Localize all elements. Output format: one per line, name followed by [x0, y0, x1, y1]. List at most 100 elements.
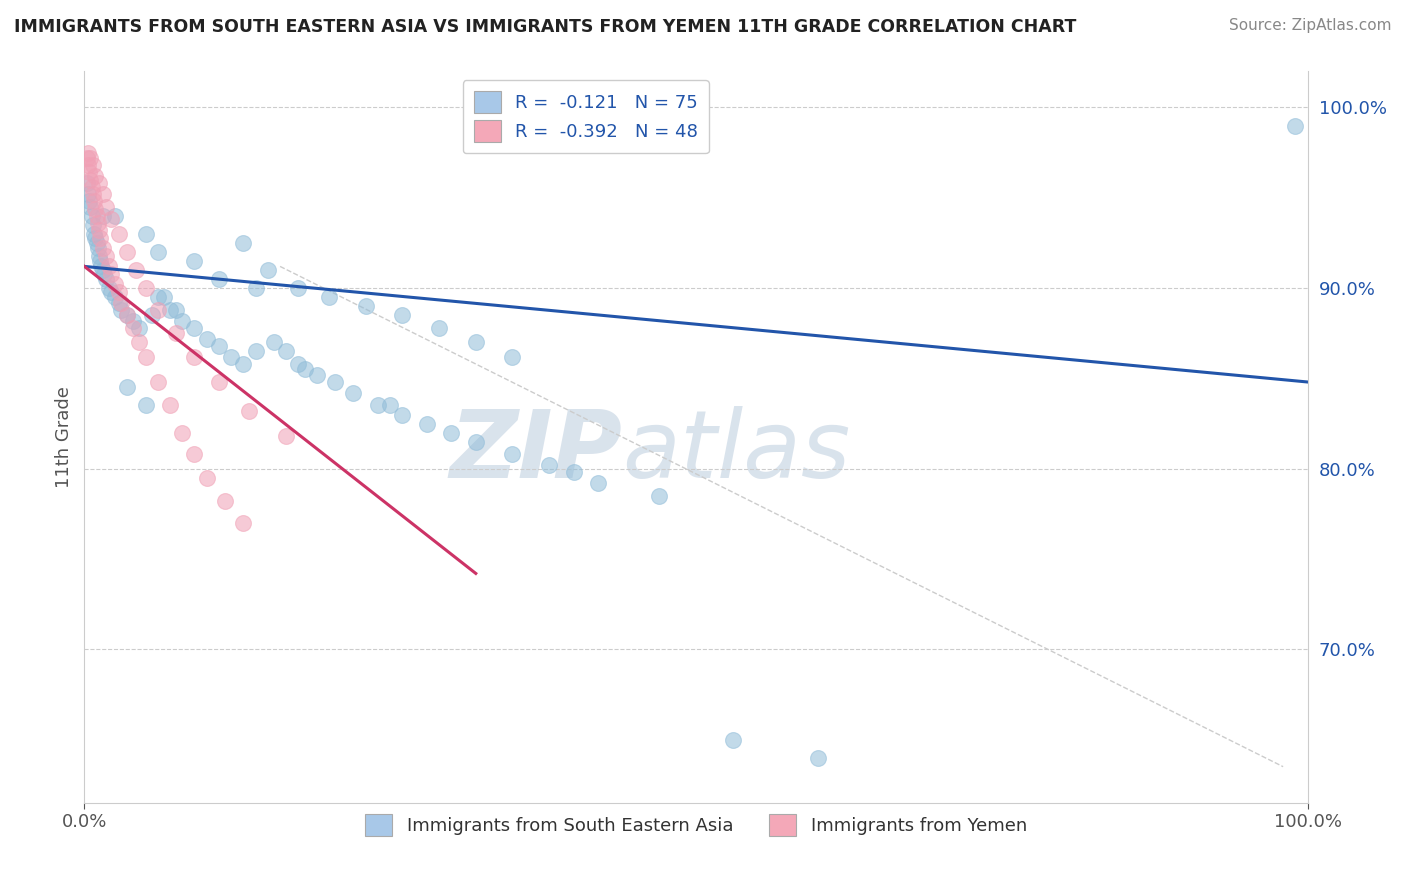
Point [77, 165, 100, 179]
Legend: Immigrants from South Eastern Asia, Immigrants from Yemen: Immigrants from South Eastern Asia, Immi… [356, 805, 1036, 845]
Point [208, 339, 231, 353]
Point [135, 281, 157, 295]
Point [107, 227, 129, 241]
Point [76, 151, 98, 165]
Point [87, 216, 110, 230]
Point [183, 350, 205, 364]
Point [110, 302, 132, 317]
Point [84, 202, 107, 216]
Text: IMMIGRANTS FROM SOUTH EASTERN ASIA VS IMMIGRANTS FROM YEMEN 11TH GRADE CORRELATI: IMMIGRANTS FROM SOUTH EASTERN ASIA VS IM… [14, 18, 1077, 36]
Point [104, 277, 127, 292]
Point [80, 180, 103, 194]
Point [464, 335, 486, 350]
Point [165, 302, 187, 317]
Point [77, 145, 100, 160]
Point [96, 249, 118, 263]
Point [276, 344, 298, 359]
Point [172, 313, 194, 327]
Point [122, 321, 145, 335]
Point [287, 357, 309, 371]
Point [79, 151, 101, 165]
Point [91, 241, 114, 255]
Point [93, 267, 115, 281]
Point [125, 263, 148, 277]
Point [153, 290, 176, 304]
Point [115, 244, 138, 259]
Point [165, 326, 187, 341]
Point [648, 489, 671, 503]
Point [586, 476, 609, 491]
Point [807, 750, 830, 764]
Point [562, 465, 585, 479]
Point [146, 375, 169, 389]
Point [380, 399, 402, 413]
Text: ZIP: ZIP [450, 406, 623, 498]
Point [107, 295, 129, 310]
Point [183, 447, 205, 461]
Point [232, 235, 254, 250]
Point [79, 172, 101, 186]
Point [135, 399, 157, 413]
Point [89, 254, 111, 268]
Point [89, 230, 111, 244]
Point [219, 350, 242, 364]
Point [721, 732, 744, 747]
Point [208, 375, 231, 389]
Point [100, 212, 122, 227]
Point [294, 362, 316, 376]
Point [128, 335, 150, 350]
Point [1284, 119, 1306, 133]
Point [110, 295, 132, 310]
Point [245, 344, 267, 359]
Point [538, 458, 561, 472]
Point [263, 335, 285, 350]
Point [208, 272, 231, 286]
Point [146, 244, 169, 259]
Point [122, 313, 145, 327]
Point [76, 177, 98, 191]
Point [245, 281, 267, 295]
Point [77, 158, 100, 172]
Point [323, 375, 346, 389]
Point [135, 227, 157, 241]
Point [79, 200, 101, 214]
Point [115, 308, 138, 322]
Point [195, 471, 218, 485]
Point [257, 263, 280, 277]
Point [91, 263, 114, 277]
Point [80, 209, 103, 223]
Point [416, 417, 439, 431]
Point [97, 281, 120, 295]
Point [82, 218, 104, 232]
Point [146, 290, 169, 304]
Point [84, 230, 107, 244]
Point [183, 254, 205, 268]
Point [115, 380, 138, 394]
Point [86, 235, 108, 250]
Point [305, 368, 328, 382]
Point [502, 447, 524, 461]
Point [287, 281, 309, 295]
Point [87, 177, 110, 191]
Point [135, 350, 157, 364]
Text: Source: ZipAtlas.com: Source: ZipAtlas.com [1229, 18, 1392, 33]
Point [141, 308, 163, 322]
Point [87, 241, 110, 255]
Point [87, 223, 110, 237]
Point [172, 425, 194, 440]
Point [427, 321, 450, 335]
Point [464, 434, 486, 449]
Point [128, 321, 150, 335]
Point [502, 350, 524, 364]
Point [83, 227, 105, 241]
Text: atlas: atlas [623, 406, 851, 497]
Y-axis label: 11th Grade: 11th Grade [55, 386, 73, 488]
Point [96, 200, 118, 214]
Point [100, 285, 122, 299]
Point [318, 290, 340, 304]
Point [84, 169, 107, 183]
Point [83, 194, 105, 209]
Point [97, 260, 120, 274]
Point [104, 209, 127, 223]
Point [159, 399, 181, 413]
